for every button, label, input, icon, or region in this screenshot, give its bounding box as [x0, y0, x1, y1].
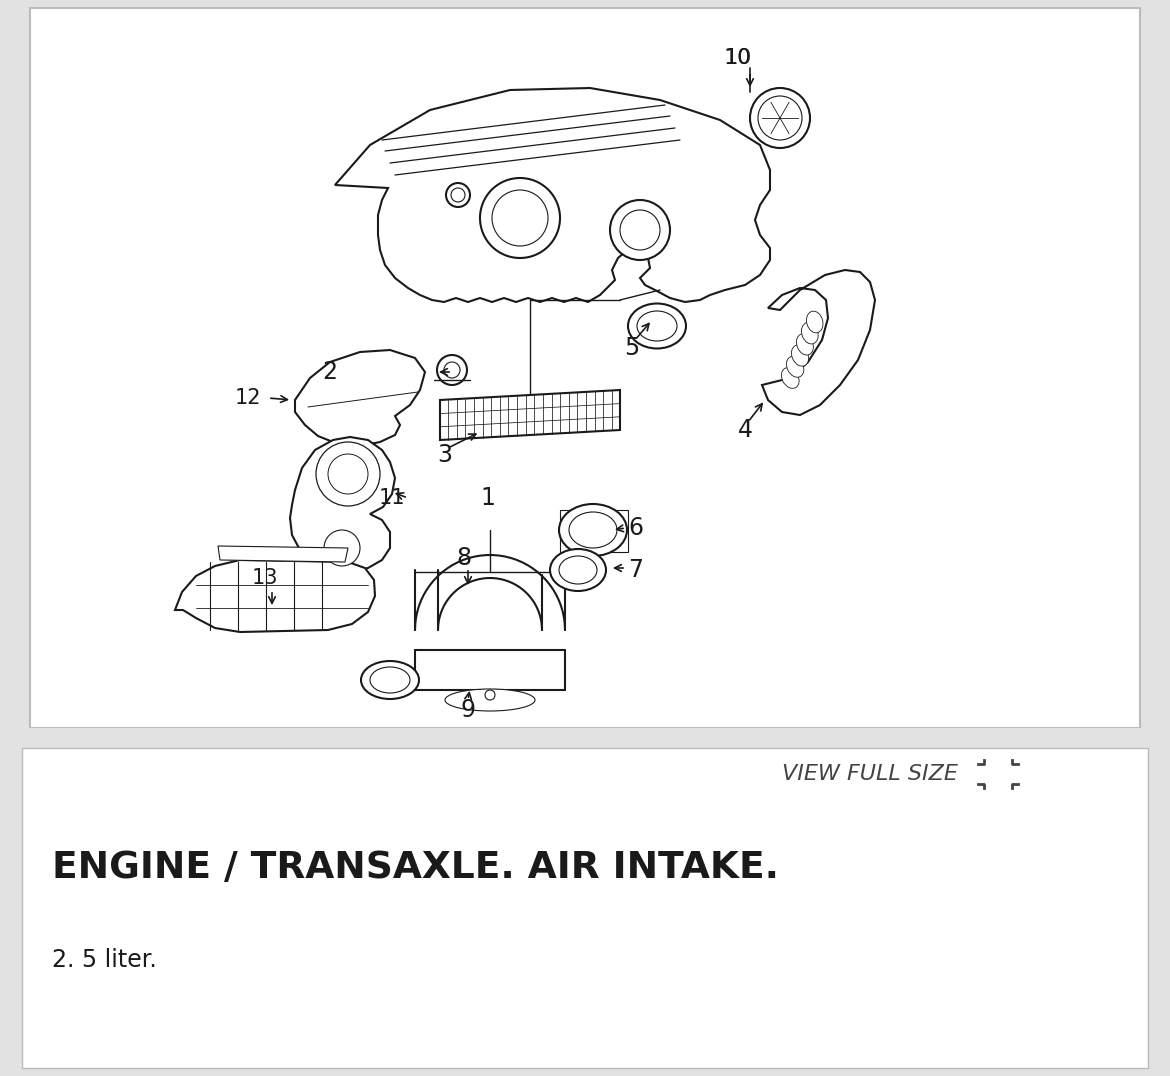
Circle shape — [620, 210, 660, 250]
Text: 11: 11 — [379, 489, 405, 508]
Circle shape — [486, 690, 495, 700]
Ellipse shape — [559, 504, 627, 556]
Circle shape — [324, 530, 360, 566]
Polygon shape — [295, 350, 425, 445]
Text: 9: 9 — [461, 698, 475, 722]
Ellipse shape — [636, 311, 677, 341]
Text: 8: 8 — [456, 546, 472, 570]
Polygon shape — [290, 437, 395, 572]
Circle shape — [480, 178, 560, 258]
Ellipse shape — [801, 323, 818, 344]
Ellipse shape — [362, 661, 419, 699]
Ellipse shape — [628, 303, 686, 349]
Ellipse shape — [786, 356, 804, 378]
Text: 6: 6 — [628, 516, 644, 540]
Ellipse shape — [370, 667, 410, 693]
Polygon shape — [762, 270, 875, 415]
Ellipse shape — [806, 311, 823, 332]
Text: 7: 7 — [628, 558, 644, 582]
Circle shape — [493, 190, 548, 246]
Bar — [0, 728, 1170, 748]
Bar — [30, 8, 1140, 728]
Ellipse shape — [797, 334, 813, 355]
Ellipse shape — [559, 556, 597, 584]
Text: 10: 10 — [724, 48, 751, 68]
Polygon shape — [440, 390, 620, 440]
Circle shape — [438, 355, 467, 385]
Ellipse shape — [782, 368, 799, 388]
Text: 5: 5 — [625, 336, 640, 360]
Ellipse shape — [569, 512, 617, 548]
Circle shape — [446, 183, 470, 207]
Polygon shape — [176, 560, 376, 632]
Circle shape — [750, 88, 810, 148]
Circle shape — [443, 362, 460, 378]
Text: VIEW FULL SIZE: VIEW FULL SIZE — [782, 764, 958, 784]
Circle shape — [758, 96, 801, 140]
Ellipse shape — [445, 689, 535, 711]
Text: 2. 5 liter.: 2. 5 liter. — [51, 948, 157, 972]
Circle shape — [328, 454, 369, 494]
Text: 3: 3 — [438, 443, 453, 467]
Polygon shape — [335, 88, 770, 302]
Text: ENGINE / TRANSAXLE. AIR INTAKE.: ENGINE / TRANSAXLE. AIR INTAKE. — [51, 850, 779, 886]
Polygon shape — [218, 546, 347, 562]
Circle shape — [316, 442, 380, 506]
Text: 13: 13 — [252, 568, 278, 587]
Text: 1: 1 — [481, 486, 495, 510]
Text: 10: 10 — [724, 48, 752, 68]
Text: 2: 2 — [323, 360, 337, 384]
Ellipse shape — [791, 345, 808, 366]
Ellipse shape — [550, 549, 606, 591]
Circle shape — [450, 188, 464, 202]
Bar — [22, 748, 1148, 1068]
Polygon shape — [560, 510, 628, 552]
Text: 12: 12 — [235, 388, 261, 408]
Text: 4: 4 — [737, 417, 752, 442]
Circle shape — [610, 200, 670, 260]
